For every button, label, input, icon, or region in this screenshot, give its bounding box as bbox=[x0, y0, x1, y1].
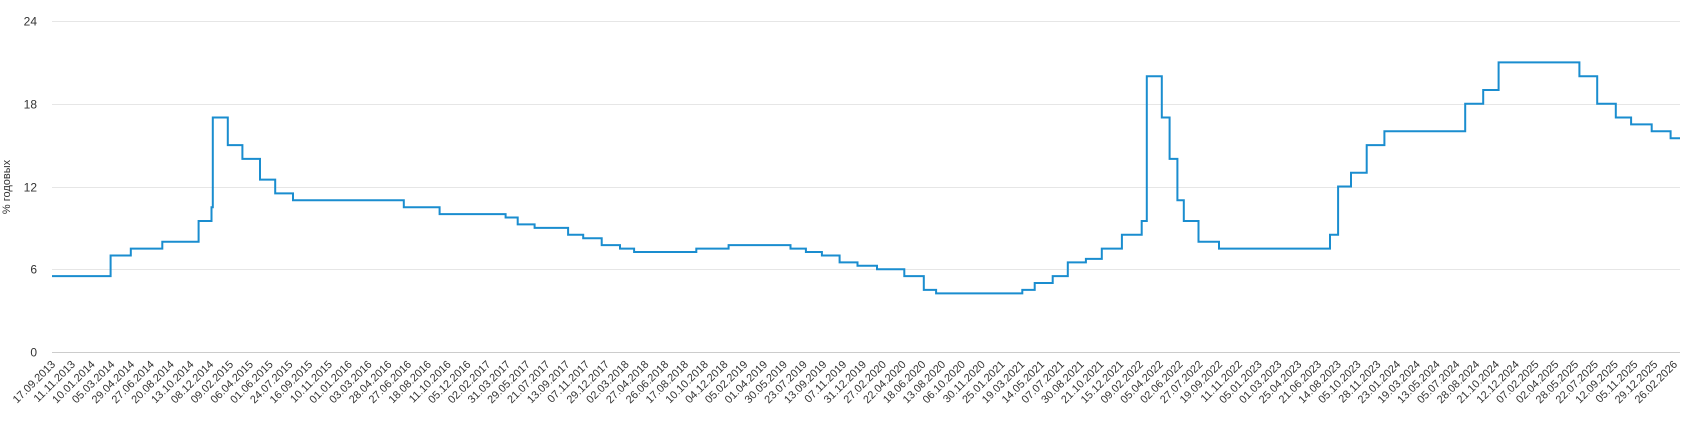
y-gridlines bbox=[52, 21, 1680, 353]
key-rate-line bbox=[52, 61, 1680, 295]
x-tick-labels: 17.09.201311.11.201310.01.201405.03.2014… bbox=[11, 359, 1680, 406]
y-axis-label: % годовых bbox=[1, 159, 13, 214]
y-tick-label: 24 bbox=[24, 15, 38, 29]
y-tick-labels: 0 6 12 18 24 bbox=[24, 15, 38, 360]
y-tick-label: 0 bbox=[30, 346, 37, 360]
y-tick-label: 18 bbox=[24, 98, 38, 112]
y-tick-label: 12 bbox=[24, 181, 38, 195]
y-tick-label: 6 bbox=[30, 263, 37, 277]
series-layer bbox=[52, 61, 1680, 295]
